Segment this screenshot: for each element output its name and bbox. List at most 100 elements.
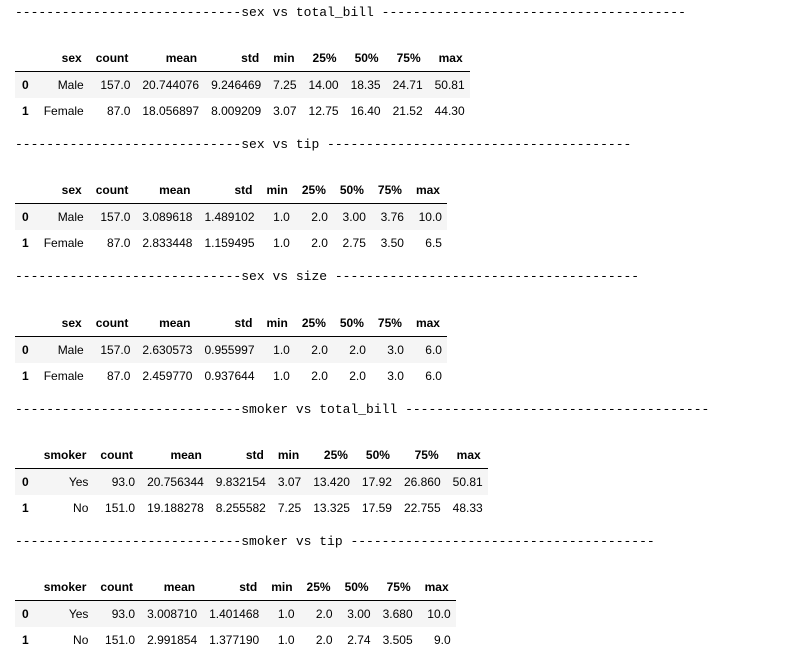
table-header: smoker count mean std min 25% 50% 75% max: [15, 441, 488, 469]
table-cell: 3.07: [273, 104, 297, 118]
table-cell: 6.0: [425, 369, 442, 383]
table-cell: 26.860: [403, 475, 441, 489]
index-corner-cell: [15, 44, 37, 72]
table-row: 0 Yes 93.0 3.008710 1.401468 1.0 2.0 3.00 3.680 1…: [15, 600, 456, 627]
table-cell: 1.377190: [209, 633, 260, 647]
table-cell: 2.833448: [142, 236, 193, 250]
table-header: sex count mean std min 25% 50% 75% max: [15, 309, 447, 337]
row-label: Female: [43, 369, 84, 383]
column-header: 50%: [354, 441, 397, 469]
column-header: 50%: [337, 573, 376, 601]
table-cell: 2.0: [315, 607, 333, 621]
row-index: 0: [22, 343, 29, 357]
column-header: std: [204, 44, 267, 72]
column-header: min: [270, 441, 307, 469]
table-cell: 3.008710: [147, 607, 198, 621]
column-header: std: [202, 573, 265, 601]
table-row: 0 Male 157.0 3.089618 1.489102 1.0 2.0 3.00 3.76…: [15, 203, 447, 230]
row-index: 0: [22, 475, 29, 489]
table-cell: 10.0: [427, 607, 451, 621]
table-cell: 0.937644: [204, 369, 255, 383]
column-header: 50%: [343, 44, 386, 72]
table-cell: 2.0: [349, 343, 366, 357]
table-body: 0 Male 157.0 20.744076 9.246469 7.25 14.00 18.3…: [15, 71, 470, 124]
table-cell: 2.0: [311, 343, 328, 357]
table-cell: 93.0: [111, 475, 136, 489]
describe-table: sex count mean std min 25% 50% 75% max 0 Male 157.0…: [15, 309, 447, 389]
table-cell: 3.0: [387, 343, 404, 357]
table-cell: 1.0: [277, 607, 295, 621]
table-cell: 22.755: [403, 501, 441, 515]
table-cell: 20.756344: [147, 475, 204, 489]
table-cell: 9.0: [433, 633, 451, 647]
column-header: min: [266, 44, 302, 72]
row-label: No: [73, 633, 89, 647]
header-row: sex count mean std min 25% 50% 75% max: [15, 176, 447, 204]
section-separator: -----------------------------sex vs tota…: [15, 5, 686, 20]
describe-table: sex count mean std min 25% 50% 75% max 0 Male 157.0…: [15, 176, 447, 256]
row-label: Yes: [68, 475, 89, 489]
table-cell: 20.744076: [142, 78, 200, 92]
table-cell: 3.76: [380, 210, 404, 224]
table-cell: 1.489102: [204, 210, 255, 224]
table-cell: 3.680: [382, 607, 413, 621]
column-header: 75%: [375, 573, 418, 601]
table-cell: 2.630573: [142, 343, 193, 357]
table-cell: 87.0: [107, 104, 131, 118]
index-column-header: sex: [36, 309, 89, 337]
table-cell: 19.188278: [147, 501, 204, 515]
table-cell: 9.246469: [211, 78, 262, 92]
row-index: 1: [22, 369, 29, 383]
row-label: Male: [57, 78, 84, 92]
column-header: mean: [140, 573, 203, 601]
section-separator: -----------------------------smoker vs t…: [15, 402, 710, 417]
table-cell: 3.505: [382, 633, 413, 647]
describe-table: sex count mean std min 25% 50% 75% max 0 Male 157.0…: [15, 44, 470, 124]
table-cell: 17.92: [361, 475, 392, 489]
column-header: count: [88, 309, 136, 337]
table-cell: 2.991854: [147, 633, 198, 647]
column-header: max: [427, 44, 470, 72]
table-cell: 1.0: [273, 343, 290, 357]
table-cell: 7.25: [273, 78, 297, 92]
row-index: 1: [22, 104, 29, 118]
table-row: 1 Female 87.0 2.833448 1.159495 1.0 2.0 2.75 3.5…: [15, 230, 447, 256]
row-index: 1: [22, 501, 29, 515]
row-index: 0: [22, 607, 29, 621]
column-header: max: [408, 309, 447, 337]
table-cell: 1.0: [273, 210, 290, 224]
column-header: count: [93, 573, 141, 601]
column-header: std: [197, 309, 260, 337]
table-cell: 3.50: [380, 236, 404, 250]
column-header: count: [93, 441, 141, 469]
table-body: 0 Yes 93.0 3.008710 1.401468 1.0 2.0 3.00 3.680 1…: [15, 600, 456, 653]
table-cell: 0.955997: [204, 343, 255, 357]
table-cell: 1.159495: [204, 236, 255, 250]
table-cell: 44.30: [434, 104, 465, 118]
column-header: max: [417, 573, 456, 601]
table-cell: 14.00: [308, 78, 339, 92]
index-corner-cell: [15, 309, 37, 337]
row-label: Male: [57, 343, 84, 357]
table-cell: 10.0: [418, 210, 442, 224]
table-cell: 2.459770: [142, 369, 193, 383]
table-cell: 16.40: [350, 104, 381, 118]
index-column-header: smoker: [36, 441, 94, 469]
column-header: min: [264, 573, 300, 601]
table-cell: 2.0: [311, 236, 328, 250]
column-header: min: [259, 176, 295, 204]
column-header: 25%: [301, 44, 344, 72]
table-header: sex count mean std min 25% 50% 75% max: [15, 176, 447, 204]
column-header: count: [88, 176, 136, 204]
table-cell: 9.832154: [215, 475, 266, 489]
table-row: 1 Female 87.0 2.459770 0.937644 1.0 2.0 2.0 3.0 6…: [15, 363, 447, 389]
row-label: Female: [43, 236, 84, 250]
describe-table: smoker count mean std min 25% 50% 75% max 0 Yes 93.…: [15, 573, 456, 653]
column-header: 75%: [370, 309, 409, 337]
column-header: mean: [140, 441, 209, 469]
table-cell: 6.5: [425, 236, 442, 250]
table-cell: 8.255582: [215, 501, 266, 515]
table-row: 0 Male 157.0 20.744076 9.246469 7.25 14.00 18.3…: [15, 71, 470, 98]
row-index: 0: [22, 78, 29, 92]
table-cell: 50.81: [434, 78, 465, 92]
